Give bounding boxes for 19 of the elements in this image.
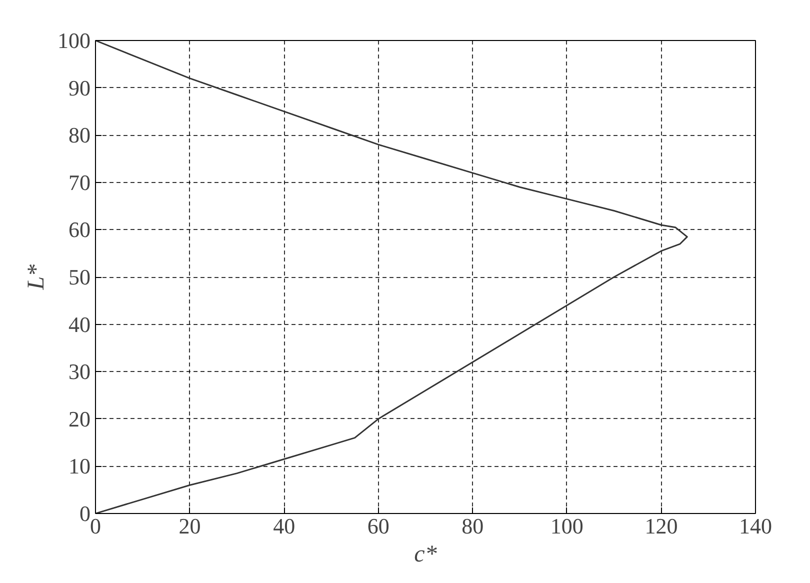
y-tick-label: 50 [68,264,90,290]
x-tick-label: 140 [739,514,772,538]
y-tick-label: 10 [68,454,90,479]
x-tick-label: 20 [178,514,201,538]
y-tick-label: 80 [68,122,90,148]
y-tick-label: 20 [68,406,90,432]
y-tick-label: 30 [68,359,90,384]
x-tick-label: 80 [462,514,484,538]
y-tick-label: 40 [68,312,90,337]
x-tick-label: 60 [367,514,390,538]
x-tick-label: 100 [550,514,584,538]
x-axis-title: c* [414,542,437,568]
y-tick-label: 100 [58,28,90,53]
y-tick-label: 70 [68,170,90,195]
y-tick-label: 90 [68,75,90,100]
x-tick-label: 120 [644,514,678,538]
y-axis-title: L* [24,264,50,291]
y-tick-label: 60 [68,217,90,242]
x-tick-label: 40 [273,514,296,538]
